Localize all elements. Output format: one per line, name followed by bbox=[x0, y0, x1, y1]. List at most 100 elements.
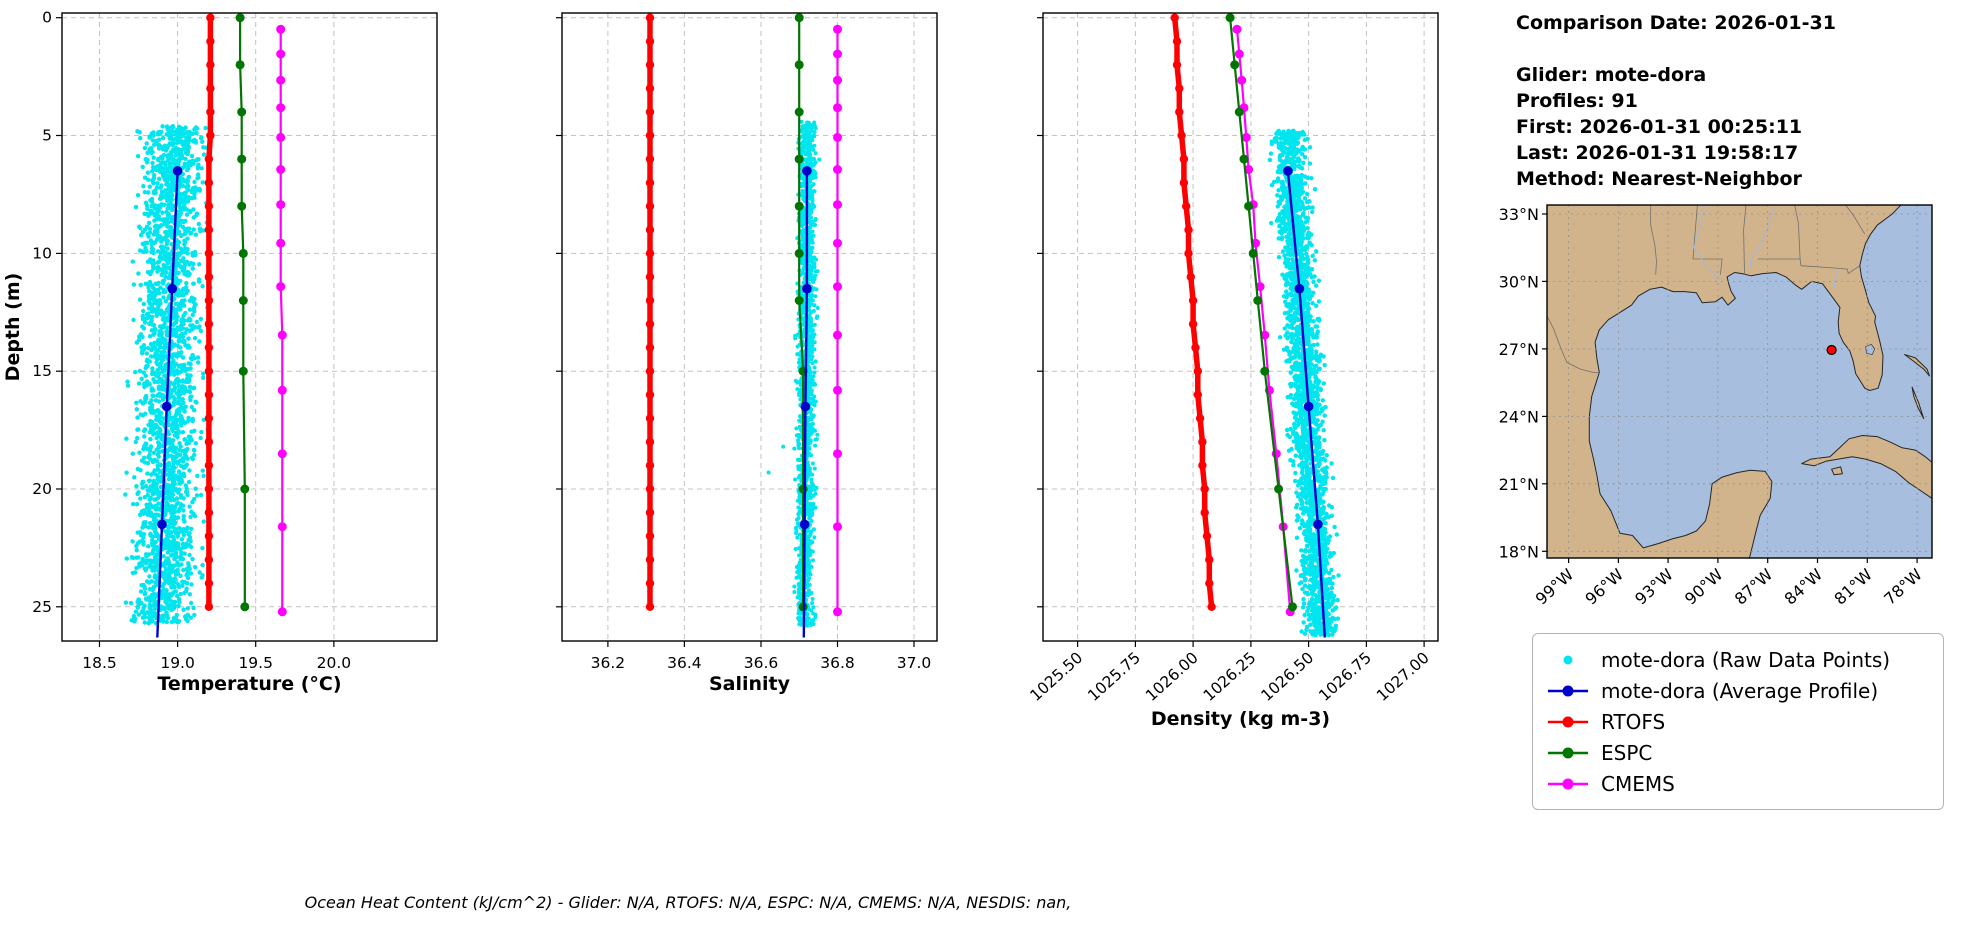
cmems-marker bbox=[276, 165, 286, 174]
raw-point bbox=[185, 186, 190, 192]
avg-marker bbox=[799, 519, 810, 530]
y-tick-label: 0 bbox=[42, 9, 52, 27]
density-panel: 1025.501025.751026.001026.251026.501026.… bbox=[1027, 12, 1439, 730]
raw-point bbox=[186, 146, 191, 151]
raw-point bbox=[809, 129, 814, 133]
espc-marker bbox=[794, 107, 804, 117]
raw-point bbox=[154, 581, 159, 586]
raw-point bbox=[150, 369, 155, 374]
raw-point bbox=[189, 404, 194, 410]
raw-point bbox=[809, 237, 814, 242]
raw-outlier-point bbox=[781, 444, 786, 449]
raw-point bbox=[802, 208, 807, 213]
raw-point bbox=[152, 228, 158, 234]
raw-point bbox=[166, 581, 172, 586]
raw-point bbox=[197, 339, 202, 344]
rtofs-marker bbox=[645, 461, 655, 470]
raw-point bbox=[123, 600, 129, 605]
raw-point bbox=[173, 526, 178, 532]
raw-point bbox=[165, 158, 171, 163]
raw-point bbox=[189, 600, 194, 606]
x-axis-title: Salinity bbox=[709, 673, 791, 695]
raw-point bbox=[135, 605, 141, 610]
raw-point bbox=[145, 150, 150, 155]
raw-point bbox=[180, 429, 186, 435]
cmems-marker bbox=[833, 103, 842, 113]
raw-point bbox=[150, 523, 155, 528]
raw-point bbox=[153, 167, 159, 173]
ticks bbox=[56, 17, 335, 647]
rtofs-marker bbox=[645, 437, 655, 447]
raw-point bbox=[166, 543, 171, 548]
raw-point bbox=[185, 251, 190, 256]
raw-point bbox=[196, 277, 202, 282]
raw-point bbox=[147, 184, 152, 189]
raw-point bbox=[159, 202, 164, 207]
rtofs-marker bbox=[204, 249, 214, 258]
raw-point bbox=[185, 199, 191, 204]
rtofs-marker bbox=[204, 390, 214, 399]
raw-point bbox=[190, 456, 195, 462]
avg-marker bbox=[167, 283, 177, 294]
raw-data-cloud bbox=[1267, 128, 1341, 638]
raw-point bbox=[796, 505, 801, 510]
raw-point bbox=[184, 280, 189, 286]
raw-point bbox=[1302, 631, 1308, 636]
raw-point bbox=[168, 225, 173, 230]
raw-point bbox=[178, 153, 183, 158]
raw-point bbox=[173, 618, 178, 623]
raw-point bbox=[176, 287, 181, 293]
raw-point bbox=[159, 239, 164, 244]
raw-point bbox=[193, 232, 198, 237]
raw-point bbox=[1291, 463, 1296, 468]
raw-point bbox=[162, 562, 168, 567]
raw-point bbox=[180, 316, 185, 322]
espc-marker bbox=[237, 201, 247, 211]
rtofs-marker bbox=[204, 343, 214, 352]
raw-point bbox=[136, 271, 141, 276]
raw-point bbox=[157, 291, 162, 296]
raw-point bbox=[155, 367, 160, 373]
raw-point bbox=[174, 332, 179, 337]
raw-point bbox=[192, 195, 197, 200]
espc-marker bbox=[794, 201, 804, 211]
raw-point bbox=[169, 599, 174, 604]
raw-point bbox=[147, 452, 152, 458]
raw-point bbox=[793, 336, 798, 341]
cmems-series bbox=[276, 24, 287, 617]
cmems-marker bbox=[833, 522, 842, 532]
raw-point bbox=[125, 383, 131, 388]
raw-point bbox=[152, 606, 158, 611]
raw-point bbox=[801, 230, 806, 235]
espc-marker bbox=[240, 484, 250, 494]
raw-point bbox=[160, 570, 165, 576]
raw-point bbox=[129, 618, 134, 623]
raw-point bbox=[811, 427, 815, 432]
raw-point bbox=[810, 240, 815, 245]
raw-point bbox=[151, 559, 156, 564]
raw-point bbox=[186, 563, 191, 568]
raw-point bbox=[157, 176, 162, 181]
raw-point bbox=[147, 423, 153, 428]
raw-point bbox=[195, 172, 201, 177]
raw-point bbox=[167, 394, 172, 400]
raw-point bbox=[166, 531, 171, 536]
raw-point bbox=[805, 142, 810, 147]
raw-point bbox=[797, 442, 802, 447]
raw-point bbox=[174, 593, 180, 599]
raw-point bbox=[167, 446, 172, 451]
raw-point bbox=[198, 492, 204, 498]
raw-point bbox=[198, 316, 204, 322]
raw-point bbox=[801, 267, 806, 272]
cmems-marker bbox=[276, 24, 286, 34]
raw-point bbox=[181, 256, 186, 261]
raw-point bbox=[163, 299, 169, 304]
raw-point bbox=[809, 208, 814, 213]
raw-point bbox=[811, 605, 816, 610]
raw-point bbox=[164, 573, 169, 578]
y-tick-label: 25 bbox=[32, 598, 52, 616]
rtofs-marker bbox=[645, 37, 655, 46]
raw-point bbox=[135, 154, 141, 159]
